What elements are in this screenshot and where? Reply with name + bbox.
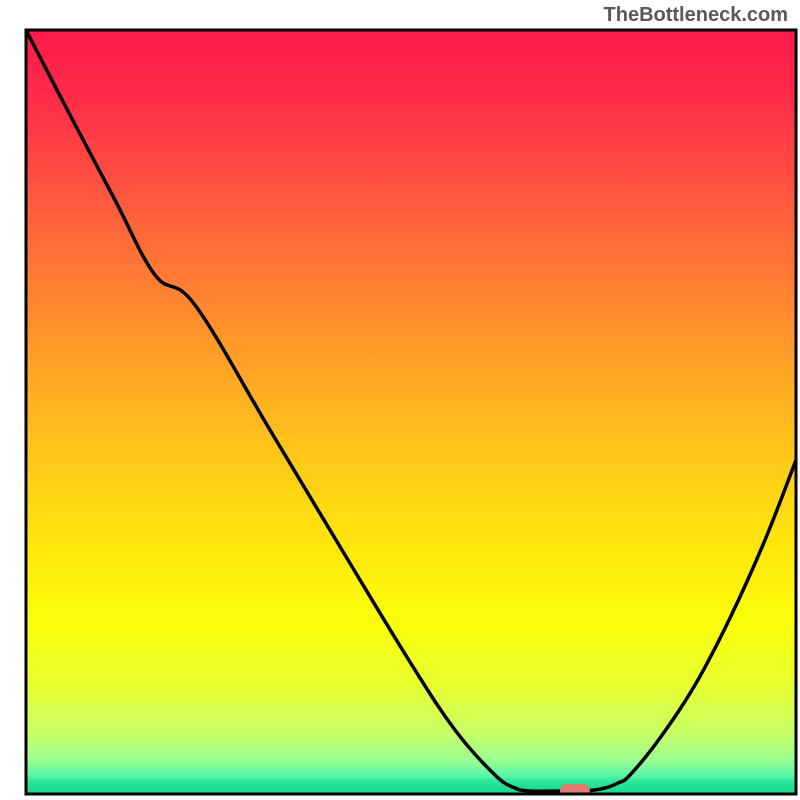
bottleneck-curve-chart: [0, 0, 800, 800]
gradient-background: [26, 30, 796, 794]
attribution-label: TheBottleneck.com: [604, 4, 788, 27]
chart-container: TheBottleneck.com: [0, 0, 800, 800]
